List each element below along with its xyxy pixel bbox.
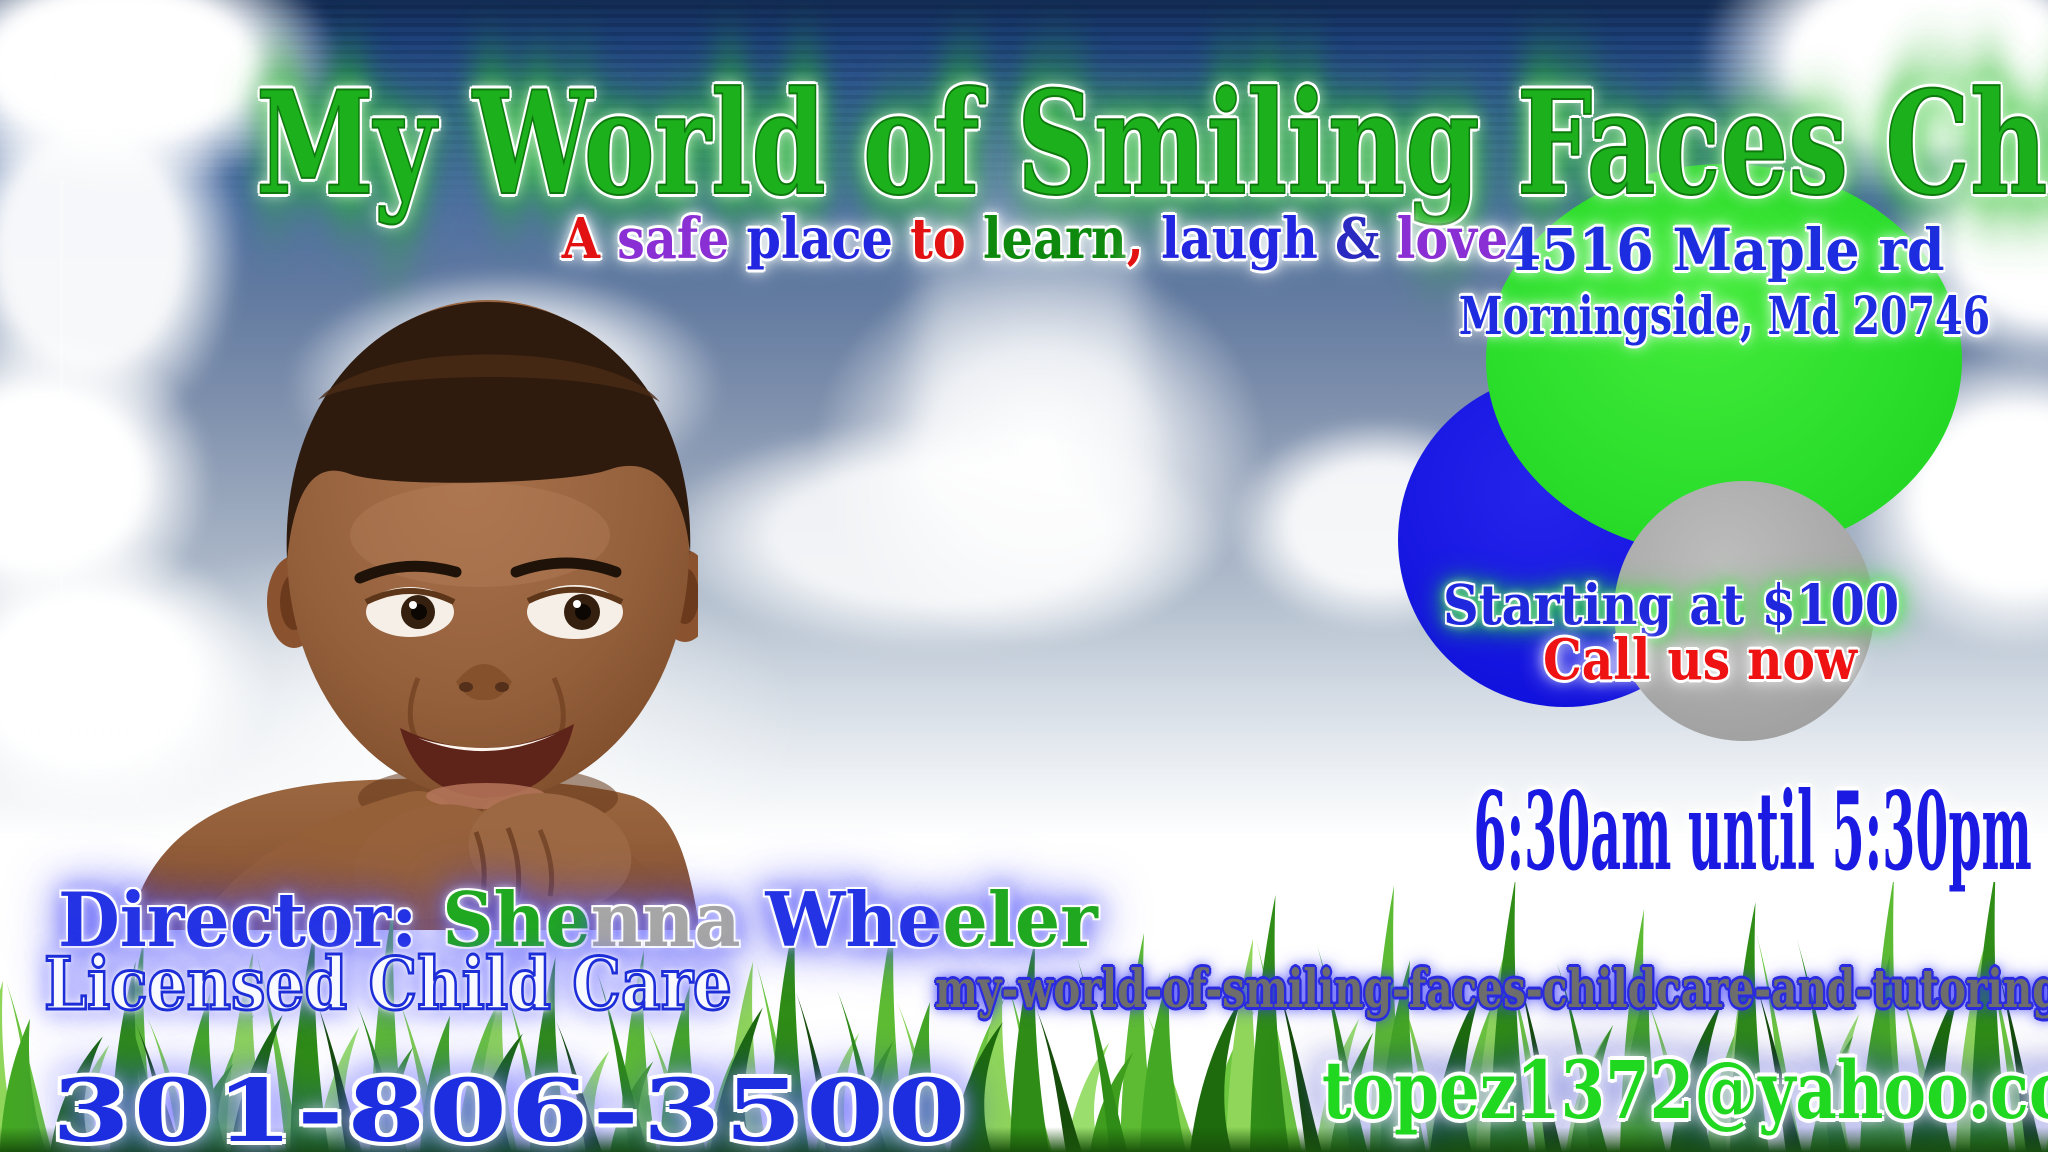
- tagline-word: ,: [1126, 206, 1162, 272]
- baby-eyebrow: [354, 560, 462, 584]
- baby-finger: [505, 827, 522, 903]
- photo-edge-line: [60, 180, 63, 780]
- baby-nose: [456, 664, 512, 701]
- tagline-word: to: [910, 206, 983, 272]
- grass: [0, 882, 2048, 1152]
- baby-eye-pupil: [575, 604, 591, 620]
- baby-eyelid: [364, 588, 456, 605]
- baby-nostril: [459, 682, 473, 692]
- tagline-word: place: [746, 206, 911, 272]
- address-line-1: 4516 Maple rd: [1503, 216, 1945, 284]
- call-us-now-text: Call us now: [1542, 627, 1857, 693]
- tagline: A safe place to learn, laugh & love: [124, 211, 1946, 267]
- director-name-part: nna: [590, 876, 766, 964]
- address-line-2: Morningside, Md 20746: [1458, 286, 1990, 347]
- director-line: Director: Shenna Wheeler: [58, 883, 1098, 958]
- baby-hair: [318, 354, 660, 402]
- tagline-word: safe: [617, 206, 747, 272]
- tagline-word: A: [561, 206, 618, 272]
- baby-eyelid: [526, 586, 624, 605]
- director-label: Director:: [58, 876, 443, 964]
- phone-number: 301-806-3500: [52, 1061, 970, 1152]
- website-url: my-world-of-smiling-faces-childcare-and-…: [935, 959, 2048, 1020]
- starting-price-text: Starting at $100: [1443, 572, 1900, 637]
- tagline-word: laugh: [1161, 206, 1335, 272]
- banner-title: My World of Smiling Faces Childcare: [255, 61, 2048, 227]
- baby-photo: [128, 300, 698, 930]
- baby-eyebrow: [510, 557, 622, 578]
- baby-eye-glint: [573, 600, 581, 608]
- baby-finger: [537, 828, 555, 897]
- gray-circle: [1614, 481, 1874, 741]
- director-name-part: She: [442, 876, 591, 964]
- baby-eye-glint: [409, 601, 417, 609]
- director-name-part: eler: [942, 876, 1098, 964]
- baby-teeth: [418, 734, 556, 752]
- email-address: topez1372@yahoo.com: [1322, 1043, 2048, 1137]
- license-line: Licensed Child Care: [43, 941, 733, 1026]
- baby-finger: [473, 831, 487, 907]
- director-name-part: Whe: [765, 876, 943, 964]
- tagline-word: &: [1334, 206, 1397, 272]
- tagline-word: learn: [982, 206, 1127, 272]
- baby-nostril: [495, 682, 509, 692]
- hours-text: 6:30am until 5:30pm: [1473, 769, 2032, 895]
- tagline-word: love: [1396, 206, 1509, 272]
